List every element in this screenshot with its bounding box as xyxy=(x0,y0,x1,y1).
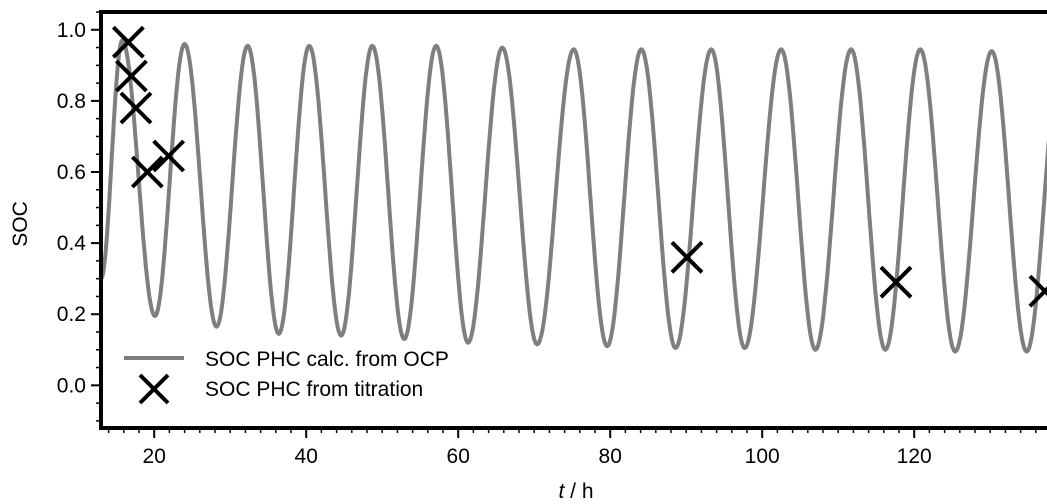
titration-marker-stroke xyxy=(111,25,145,59)
y-tick-label: 0.0 xyxy=(57,374,86,397)
y-axis: 0.0 0.2 0.4 0.6 0.8 1.0 xyxy=(57,11,101,422)
titration-marker-6 xyxy=(670,240,704,274)
titration-marker-4 xyxy=(130,155,164,189)
x-axis-label-variable: t xyxy=(558,480,565,503)
y-tick-label: 1.0 xyxy=(57,19,86,42)
titration-marker-1 xyxy=(111,25,145,59)
titration-marker-stroke xyxy=(119,91,153,125)
soc-ocp-line xyxy=(101,38,1047,354)
legend-label-titration: SOC PHC from titration xyxy=(205,378,423,401)
y-tick-label: 0.6 xyxy=(57,161,86,184)
x-tick-label: 80 xyxy=(599,445,622,468)
titration-marker-stroke xyxy=(1028,286,1047,308)
x-axis: 20 40 60 80 100 120 xyxy=(107,428,1037,468)
legend: SOC PHC calc. from OCP SOC PHC from titr… xyxy=(124,348,449,405)
titration-marker-stroke xyxy=(152,139,186,173)
legend-label-ocp: SOC PHC calc. from OCP xyxy=(205,348,449,371)
x-tick-label: 100 xyxy=(745,445,780,468)
x-tick-label: 40 xyxy=(295,445,318,468)
titration-marker-stroke xyxy=(879,265,913,299)
titration-marker-5 xyxy=(152,139,186,173)
x-axis-label: t / h xyxy=(558,480,593,503)
x-tick-label: 20 xyxy=(143,445,166,468)
titration-marker-3 xyxy=(119,91,153,125)
x-tick-label: 60 xyxy=(447,445,470,468)
titration-marker-stroke xyxy=(670,240,704,274)
titration-marker-2 xyxy=(114,59,148,93)
titration-marker-stroke xyxy=(114,59,148,93)
y-tick-label: 0.8 xyxy=(57,90,86,113)
titration-marker-stroke xyxy=(130,155,164,189)
x-axis-label-unit: / h xyxy=(564,480,593,503)
y-tick-label: 0.2 xyxy=(57,303,86,326)
titration-marker-8 xyxy=(1028,274,1047,308)
plot-area xyxy=(101,25,1047,354)
y-axis-label: SOC xyxy=(9,201,32,247)
titration-marker-7 xyxy=(879,265,913,299)
y-tick-label: 0.4 xyxy=(57,232,87,255)
axes-frame xyxy=(99,10,1047,430)
legend-cross-marker xyxy=(138,373,170,405)
x-tick-label: 120 xyxy=(897,445,932,468)
